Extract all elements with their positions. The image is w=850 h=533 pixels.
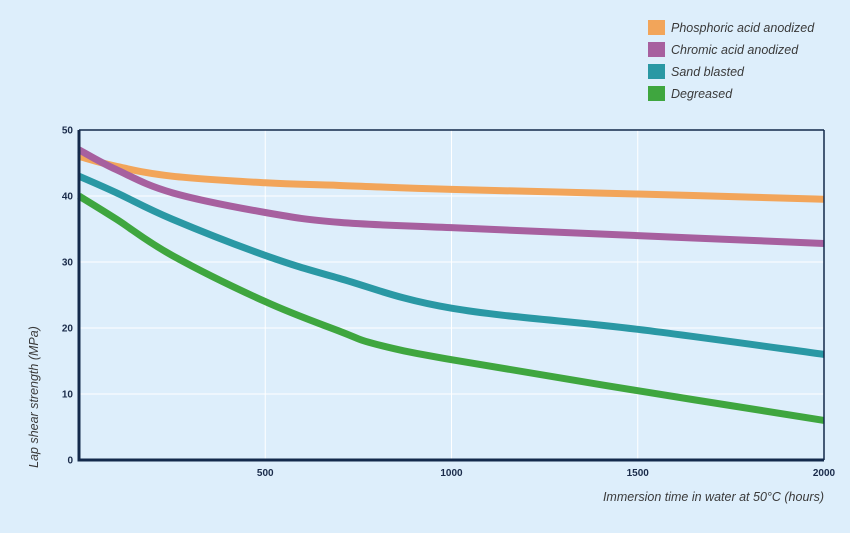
y-tick-label-50: 50 [62, 126, 74, 137]
y-tick-label-40: 40 [62, 192, 74, 203]
legend: Phosphoric acid anodized Chromic acid ano… [648, 20, 815, 101]
series-lines [77, 146, 825, 424]
x-axis-label: Immersion time in water at 50°C (hours) [603, 490, 824, 504]
y-tick-label-30: 30 [62, 258, 74, 269]
y-tick-label-0: 0 [67, 456, 73, 467]
series-line-degreased [77, 193, 825, 424]
x-tick-label-1500: 1500 [627, 468, 650, 479]
series-line-phosphoric-acid-anodized [78, 153, 825, 203]
x-tick-label-1000: 1000 [440, 468, 463, 479]
x-tick-label-2000: 2000 [813, 468, 836, 479]
legend-swatch-degreased [648, 86, 665, 101]
legend-swatch-phosphoric-acid-anodized [648, 20, 665, 35]
legend-label-phosphoric-acid-anodized: Phosphoric acid anodized [671, 21, 815, 35]
legend-swatch-sand-blasted [648, 64, 665, 79]
legend-label-chromic-acid-anodized: Chromic acid anodized [671, 43, 799, 57]
series-line-sand-blasted [77, 172, 825, 358]
legend-label-sand-blasted: Sand blasted [671, 65, 745, 79]
series-line-chromic-acid-anodized [77, 146, 825, 248]
legend-label-degreased: Degreased [671, 87, 733, 101]
y-tick-label-10: 10 [62, 390, 74, 401]
legend-swatch-chromic-acid-anodized [648, 42, 665, 57]
grid-lines [79, 130, 824, 460]
axes [77, 129, 825, 462]
x-tick-label-500: 500 [257, 468, 274, 479]
tick-labels: 0 10 20 30 40 50 500 1000 1500 2000 [62, 126, 836, 480]
y-axis-label: Lap shear strength (MPa) [27, 326, 41, 468]
y-tick-label-20: 20 [62, 324, 74, 335]
